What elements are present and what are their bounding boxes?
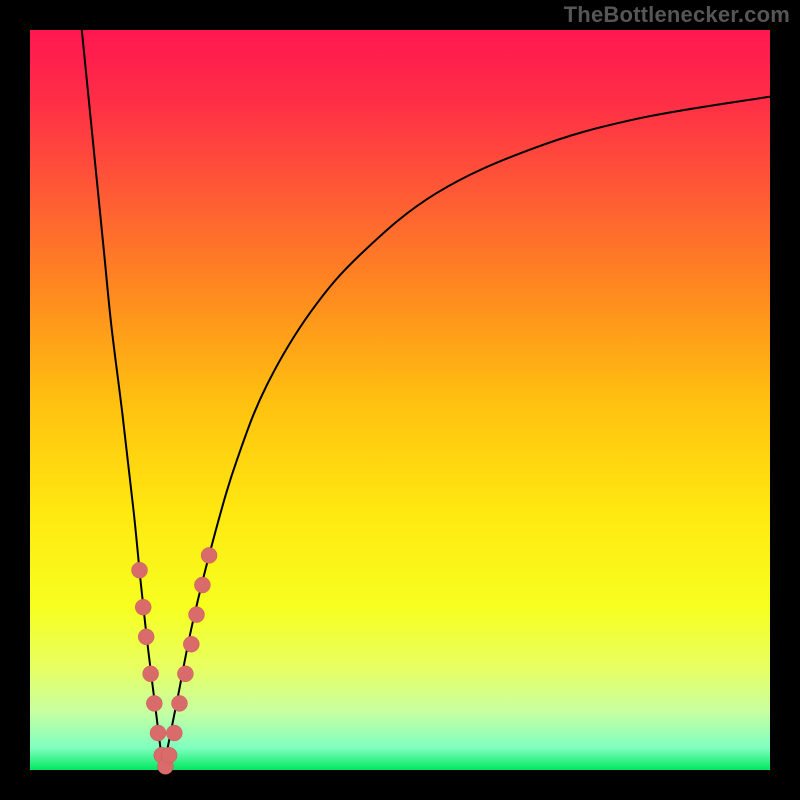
bottleneck-chart-svg [0,0,800,800]
marker-point [138,629,154,645]
marker-point [183,636,199,652]
marker-point [201,547,217,563]
chart-frame: TheBottlenecker.com [0,0,800,800]
marker-point [132,562,148,578]
marker-point [194,577,210,593]
gradient-background [30,30,770,770]
marker-point [146,695,162,711]
marker-point [171,695,187,711]
marker-point [150,725,166,741]
marker-point [189,607,205,623]
marker-point [177,666,193,682]
marker-point [161,747,177,763]
marker-point [135,599,151,615]
marker-point [166,725,182,741]
marker-point [143,666,159,682]
watermark-label: TheBottlenecker.com [564,2,790,28]
